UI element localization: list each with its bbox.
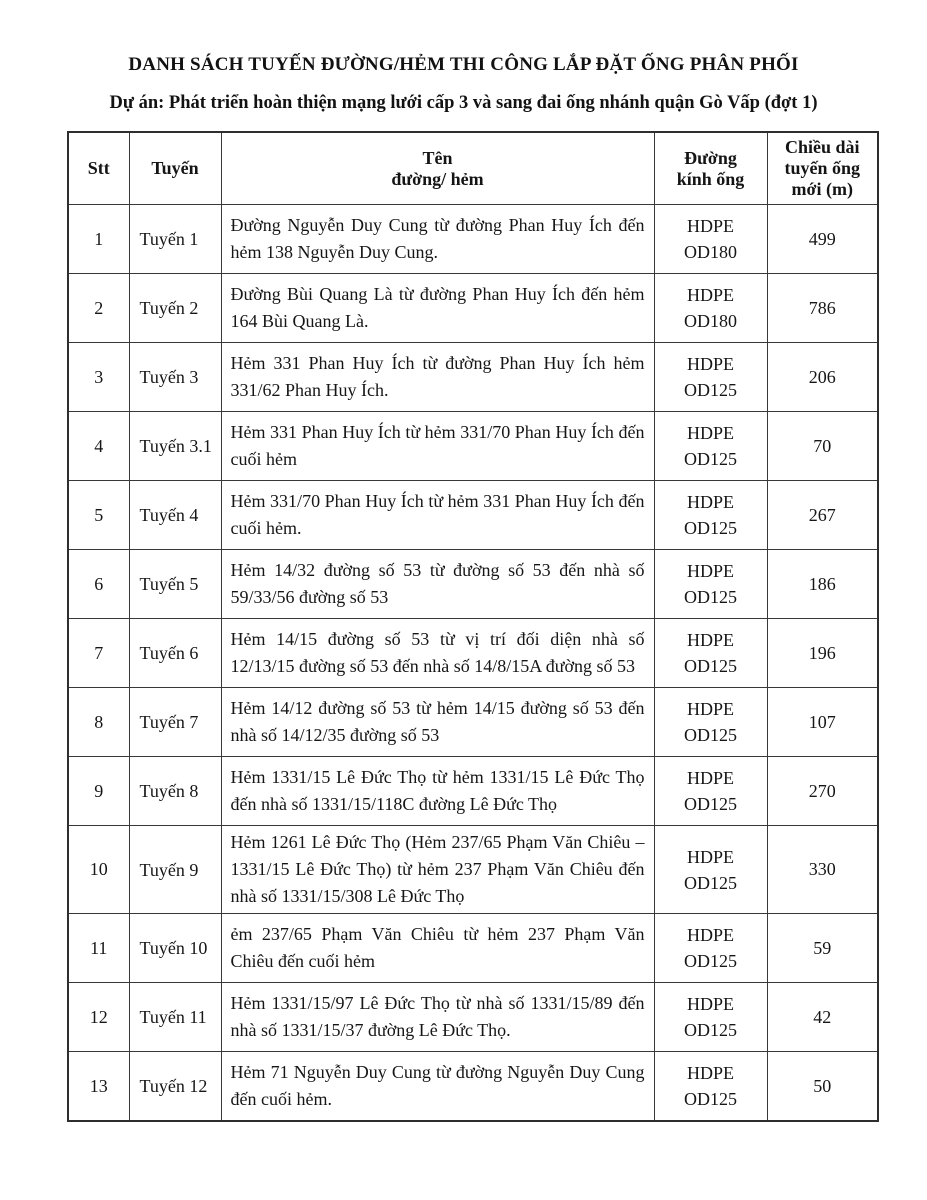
street-name-cell: Hẻm 14/12 đường số 53 từ hẻm 14/15 đường… bbox=[220, 687, 655, 757]
table-row: 10 Tuyến 9 Hẻm 1261 Lê Đức Thọ (Hẻm 237/… bbox=[67, 825, 879, 914]
pipe-diameter-cell: HDPE OD180 bbox=[653, 204, 768, 274]
stt-cell: 3 bbox=[67, 342, 130, 412]
table-row: 8 Tuyến 7 Hẻm 14/12 đường số 53 từ hẻm 1… bbox=[67, 687, 879, 757]
pipe-diameter-cell: HDPE OD125 bbox=[653, 549, 768, 619]
stt-cell: 7 bbox=[67, 618, 130, 688]
length-cell: 42 bbox=[766, 982, 879, 1052]
street-name-cell: Hẻm 1331/15/97 Lê Đức Thọ từ nhà số 1331… bbox=[220, 982, 655, 1052]
length-cell: 107 bbox=[766, 687, 879, 757]
stt-cell: 5 bbox=[67, 480, 130, 550]
length-cell: 270 bbox=[766, 756, 879, 826]
route-cell: Tuyến 1 bbox=[128, 204, 222, 274]
street-name-cell: Đường Bùi Quang Là từ đường Phan Huy Ích… bbox=[220, 273, 655, 343]
table-row: 13 Tuyến 12 Hẻm 71 Nguyễn Duy Cung từ đư… bbox=[67, 1051, 879, 1122]
document-subtitle: Dự án: Phát triển hoàn thiện mạng lưới c… bbox=[109, 93, 818, 113]
length-cell: 50 bbox=[766, 1051, 879, 1122]
length-cell: 330 bbox=[766, 825, 879, 914]
street-name-cell: Hẻm 14/15 đường số 53 từ vị trí đối diện… bbox=[220, 618, 655, 688]
table-row: 4 Tuyến 3.1 Hẻm 331 Phan Huy Ích từ hẻm … bbox=[67, 411, 879, 481]
document-title: DANH SÁCH TUYẾN ĐƯỜNG/HẺM THI CÔNG LẮP Đ… bbox=[128, 54, 799, 75]
header-length: Chiều dài tuyến ống mới (m) bbox=[766, 131, 879, 205]
table-row: 11 Tuyến 10 ẻm 237/65 Phạm Văn Chiêu từ … bbox=[67, 913, 879, 983]
length-cell: 206 bbox=[766, 342, 879, 412]
pipe-diameter-cell: HDPE OD125 bbox=[653, 1051, 768, 1122]
routes-table: Stt Tuyến Tên đường/ hẻm Đường kính ống … bbox=[67, 131, 879, 1122]
route-cell: Tuyến 7 bbox=[128, 687, 222, 757]
street-name-cell: Hẻm 331 Phan Huy Ích từ hẻm 331/70 Phan … bbox=[220, 411, 655, 481]
street-name-cell: Hẻm 71 Nguyễn Duy Cung từ đường Nguyễn D… bbox=[220, 1051, 655, 1122]
route-cell: Tuyến 3 bbox=[128, 342, 222, 412]
pipe-diameter-cell: HDPE OD125 bbox=[653, 342, 768, 412]
stt-cell: 4 bbox=[67, 411, 130, 481]
table-row: 3 Tuyến 3 Hẻm 331 Phan Huy Ích từ đường … bbox=[67, 342, 879, 412]
pipe-diameter-cell: HDPE OD125 bbox=[653, 411, 768, 481]
stt-cell: 9 bbox=[67, 756, 130, 826]
header-pipe-diameter: Đường kính ống bbox=[653, 131, 768, 205]
street-name-cell: Hẻm 331/70 Phan Huy Ích từ hẻm 331 Phan … bbox=[220, 480, 655, 550]
stt-cell: 1 bbox=[67, 204, 130, 274]
stt-cell: 12 bbox=[67, 982, 130, 1052]
pipe-diameter-cell: HDPE OD125 bbox=[653, 618, 768, 688]
pipe-diameter-cell: HDPE OD125 bbox=[653, 825, 768, 914]
table-body: 1 Tuyến 1 Đường Nguyễn Duy Cung từ đường… bbox=[67, 204, 879, 1122]
street-name-cell: ẻm 237/65 Phạm Văn Chiêu từ hẻm 237 Phạm… bbox=[220, 913, 655, 983]
stt-cell: 11 bbox=[67, 913, 130, 983]
route-cell: Tuyến 12 bbox=[128, 1051, 222, 1122]
route-cell: Tuyến 2 bbox=[128, 273, 222, 343]
length-cell: 499 bbox=[766, 204, 879, 274]
table-row: 1 Tuyến 1 Đường Nguyễn Duy Cung từ đường… bbox=[67, 204, 879, 274]
length-cell: 196 bbox=[766, 618, 879, 688]
header-street-name: Tên đường/ hẻm bbox=[220, 131, 655, 205]
length-cell: 267 bbox=[766, 480, 879, 550]
table-row: 9 Tuyến 8 Hẻm 1331/15 Lê Đức Thọ từ hẻm … bbox=[67, 756, 879, 826]
route-cell: Tuyến 3.1 bbox=[128, 411, 222, 481]
pipe-diameter-cell: HDPE OD125 bbox=[653, 480, 768, 550]
route-cell: Tuyến 4 bbox=[128, 480, 222, 550]
stt-cell: 13 bbox=[67, 1051, 130, 1122]
length-cell: 70 bbox=[766, 411, 879, 481]
header-route: Tuyến bbox=[128, 131, 222, 205]
length-cell: 186 bbox=[766, 549, 879, 619]
table-row: 12 Tuyến 11 Hẻm 1331/15/97 Lê Đức Thọ từ… bbox=[67, 982, 879, 1052]
pipe-diameter-cell: HDPE OD125 bbox=[653, 687, 768, 757]
route-cell: Tuyến 8 bbox=[128, 756, 222, 826]
length-cell: 59 bbox=[766, 913, 879, 983]
stt-cell: 6 bbox=[67, 549, 130, 619]
street-name-cell: Đường Nguyễn Duy Cung từ đường Phan Huy … bbox=[220, 204, 655, 274]
street-name-cell: Hẻm 1261 Lê Đức Thọ (Hẻm 237/65 Phạm Văn… bbox=[220, 825, 655, 914]
stt-cell: 2 bbox=[67, 273, 130, 343]
pipe-diameter-cell: HDPE OD125 bbox=[653, 756, 768, 826]
route-cell: Tuyến 9 bbox=[128, 825, 222, 914]
pipe-diameter-cell: HDPE OD180 bbox=[653, 273, 768, 343]
route-cell: Tuyến 10 bbox=[128, 913, 222, 983]
street-name-cell: Hẻm 331 Phan Huy Ích từ đường Phan Huy Í… bbox=[220, 342, 655, 412]
route-cell: Tuyến 11 bbox=[128, 982, 222, 1052]
table-row: 7 Tuyến 6 Hẻm 14/15 đường số 53 từ vị tr… bbox=[67, 618, 879, 688]
table-row: 6 Tuyến 5 Hẻm 14/32 đường số 53 từ đường… bbox=[67, 549, 879, 619]
table-header-row: Stt Tuyến Tên đường/ hẻm Đường kính ống … bbox=[67, 131, 879, 205]
route-cell: Tuyến 6 bbox=[128, 618, 222, 688]
street-name-cell: Hẻm 14/32 đường số 53 từ đường số 53 đến… bbox=[220, 549, 655, 619]
stt-cell: 10 bbox=[67, 825, 130, 914]
route-cell: Tuyến 5 bbox=[128, 549, 222, 619]
street-name-cell: Hẻm 1331/15 Lê Đức Thọ từ hẻm 1331/15 Lê… bbox=[220, 756, 655, 826]
stt-cell: 8 bbox=[67, 687, 130, 757]
length-cell: 786 bbox=[766, 273, 879, 343]
table-row: 5 Tuyến 4 Hẻm 331/70 Phan Huy Ích từ hẻm… bbox=[67, 480, 879, 550]
pipe-diameter-cell: HDPE OD125 bbox=[653, 982, 768, 1052]
table-row: 2 Tuyến 2 Đường Bùi Quang Là từ đường Ph… bbox=[67, 273, 879, 343]
pipe-diameter-cell: HDPE OD125 bbox=[653, 913, 768, 983]
header-stt: Stt bbox=[67, 131, 130, 205]
